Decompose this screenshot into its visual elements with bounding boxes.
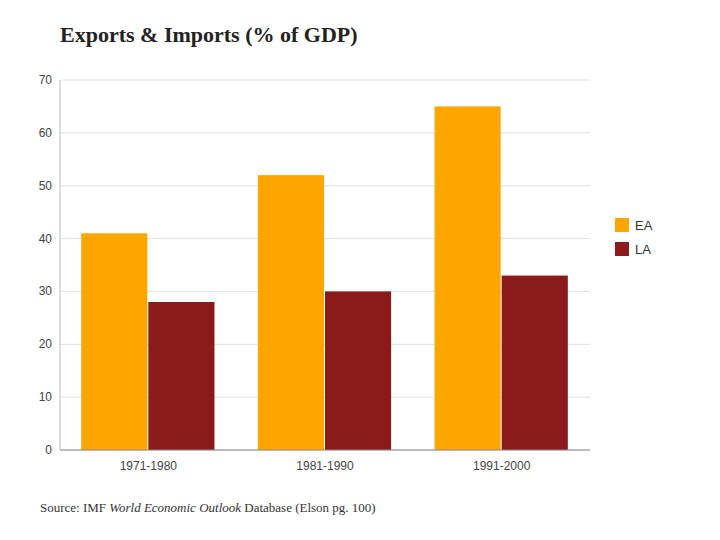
legend-swatch	[615, 218, 629, 232]
chart-svg: Exports & Imports (% of GDP) 0 10 20 30 40 50 6…	[0, 0, 720, 540]
grid-line	[60, 450, 590, 451]
legend-swatch	[615, 242, 629, 256]
y-tick-label: 70	[39, 73, 53, 87]
x-tick-label: 1971-1980	[120, 459, 178, 473]
y-tick-label: 60	[39, 126, 53, 140]
source-part: Database (Elson pg. 100)	[241, 500, 376, 515]
legend-label: EA	[635, 218, 653, 233]
y-tick-label: 10	[39, 390, 53, 404]
bar	[258, 175, 324, 450]
title: Exports & Imports (% of GDP)	[60, 22, 358, 47]
source-note: Source: IMF World Economic Outlook Datab…	[40, 500, 376, 515]
legend-label: LA	[635, 242, 651, 257]
y-tick-label: 30	[39, 284, 53, 298]
bar	[502, 276, 568, 450]
x-axis-line	[60, 450, 590, 451]
y-tick-label: 40	[39, 232, 53, 246]
bar	[148, 302, 214, 450]
grid-line	[60, 132, 590, 133]
bar	[325, 291, 391, 450]
chart-container: Exports & Imports (% of GDP) 0 10 20 30 40 50 6…	[0, 0, 720, 540]
y-tick-label: 20	[39, 337, 53, 351]
x-tick-label: 1981-1990	[296, 459, 354, 473]
bar	[435, 106, 501, 450]
grid	[60, 80, 590, 450]
grid-line	[60, 185, 590, 186]
y-tick-label: 50	[39, 179, 53, 193]
grid-line	[60, 80, 590, 81]
source-part: World Economic Outlook	[109, 500, 241, 515]
bars	[81, 106, 568, 450]
bar	[81, 233, 147, 450]
x-tick-label: 1991-2000	[473, 459, 531, 473]
legend: EA LA	[615, 218, 653, 257]
y-tick-label: 0	[45, 443, 52, 457]
source-part: Source: IMF	[40, 500, 109, 515]
y-axis-line	[60, 80, 61, 450]
